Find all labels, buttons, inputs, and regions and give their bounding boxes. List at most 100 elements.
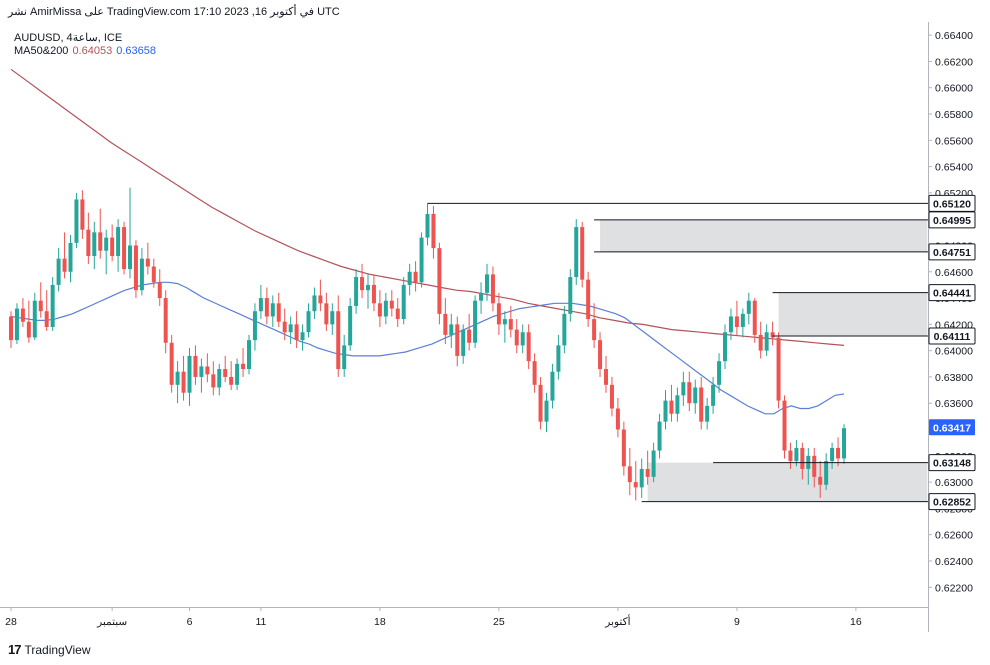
candle-body[interactable] xyxy=(92,232,97,256)
candle-body[interactable] xyxy=(568,277,573,314)
candle-body[interactable] xyxy=(532,361,537,385)
candle-body[interactable] xyxy=(633,482,638,488)
candle-body[interactable] xyxy=(330,311,335,325)
candle-body[interactable] xyxy=(68,242,73,272)
candle-body[interactable] xyxy=(627,466,632,483)
candle-body[interactable] xyxy=(758,334,763,351)
candle-body[interactable] xyxy=(675,395,680,414)
candle-body[interactable] xyxy=(360,277,365,291)
candle-body[interactable] xyxy=(514,329,519,346)
candle-body[interactable] xyxy=(621,429,626,467)
candle-body[interactable] xyxy=(26,321,31,338)
candle-body[interactable] xyxy=(252,311,257,341)
candle-body[interactable] xyxy=(229,376,234,385)
footer-brand[interactable]: 17 TradingView xyxy=(8,642,91,657)
candle-body[interactable] xyxy=(128,245,132,270)
candle-body[interactable] xyxy=(44,311,49,327)
candle-body[interactable] xyxy=(508,319,513,330)
candle-body[interactable] xyxy=(366,284,370,291)
candle-body[interactable] xyxy=(830,447,835,462)
candle-body[interactable] xyxy=(574,227,579,278)
candle-body[interactable] xyxy=(187,355,192,393)
candle-body[interactable] xyxy=(276,303,281,322)
candle-body[interactable] xyxy=(342,345,347,370)
candle-body[interactable] xyxy=(20,308,25,322)
candle-body[interactable] xyxy=(122,227,127,270)
candle-body[interactable] xyxy=(62,258,67,272)
candle-body[interactable] xyxy=(752,300,757,335)
candle-body[interactable] xyxy=(764,332,769,351)
candle-body[interactable] xyxy=(199,366,204,377)
candle-body[interactable] xyxy=(479,292,484,301)
candle-body[interactable] xyxy=(324,303,329,325)
candle-body[interactable] xyxy=(318,295,323,304)
candle-body[interactable] xyxy=(217,369,222,388)
candle-body[interactable] xyxy=(336,311,341,370)
candle-body[interactable] xyxy=(38,300,43,312)
candle-body[interactable] xyxy=(419,237,424,283)
candle-body[interactable] xyxy=(151,266,156,283)
candle-body[interactable] xyxy=(110,237,115,256)
candle-body[interactable] xyxy=(669,400,674,414)
candle-body[interactable] xyxy=(562,313,567,346)
candle-body[interactable] xyxy=(693,387,698,404)
candle-body[interactable] xyxy=(615,408,620,430)
candle-body[interactable] xyxy=(746,300,751,314)
candle-body[interactable] xyxy=(485,274,489,293)
candle-body[interactable] xyxy=(175,371,180,385)
candle-body[interactable] xyxy=(401,284,406,320)
candle-body[interactable] xyxy=(580,227,585,280)
candle-body[interactable] xyxy=(782,400,787,451)
candle-body[interactable] xyxy=(407,271,412,285)
candle-body[interactable] xyxy=(425,213,430,238)
candle-body[interactable] xyxy=(32,300,37,338)
candle-body[interactable] xyxy=(455,324,460,356)
candle-body[interactable] xyxy=(181,371,186,393)
candle-body[interactable] xyxy=(705,405,710,422)
candle-body[interactable] xyxy=(431,213,436,249)
candle-body[interactable] xyxy=(56,258,61,285)
candle-body[interactable] xyxy=(449,324,454,335)
candle-body[interactable] xyxy=(740,313,745,327)
candle-body[interactable] xyxy=(282,321,287,333)
candle-body[interactable] xyxy=(9,316,13,341)
candle-body[interactable] xyxy=(300,332,305,341)
candle-body[interactable] xyxy=(294,324,299,341)
candle-body[interactable] xyxy=(86,229,91,256)
candle-body[interactable] xyxy=(639,468,644,488)
candle-body[interactable] xyxy=(598,340,603,370)
candle-body[interactable] xyxy=(717,361,722,385)
candle-body[interactable] xyxy=(812,455,817,477)
candle-body[interactable] xyxy=(728,316,733,333)
candle-body[interactable] xyxy=(145,258,150,267)
candle-body[interactable] xyxy=(550,371,555,401)
candle-body[interactable] xyxy=(526,332,531,362)
candle-body[interactable] xyxy=(247,340,251,370)
candle-body[interactable] xyxy=(734,316,739,327)
candle-body[interactable] xyxy=(80,199,85,230)
candle-body[interactable] xyxy=(437,248,442,314)
candle-body[interactable] xyxy=(258,298,263,312)
candle-body[interactable] xyxy=(687,382,692,404)
candle-body[interactable] xyxy=(794,447,799,462)
candle-body[interactable] xyxy=(377,303,382,317)
candle-body[interactable] xyxy=(241,363,246,370)
candle-body[interactable] xyxy=(270,303,275,317)
candle-body[interactable] xyxy=(348,305,353,346)
candle-body[interactable] xyxy=(139,258,144,291)
candle-body[interactable] xyxy=(609,384,614,409)
candle-body[interactable] xyxy=(133,245,138,291)
candle-body[interactable] xyxy=(14,308,19,341)
candle-body[interactable] xyxy=(413,271,418,283)
candle-body[interactable] xyxy=(74,199,79,243)
candle-body[interactable] xyxy=(699,387,704,422)
candle-body[interactable] xyxy=(556,345,561,372)
candle-body[interactable] xyxy=(467,329,472,343)
candle-body[interactable] xyxy=(842,428,846,459)
candle-body[interactable] xyxy=(645,468,650,477)
candle-body[interactable] xyxy=(544,400,549,422)
candle-body[interactable] xyxy=(657,421,662,451)
candle-body[interactable] xyxy=(461,329,466,356)
candle-body[interactable] xyxy=(800,447,805,469)
